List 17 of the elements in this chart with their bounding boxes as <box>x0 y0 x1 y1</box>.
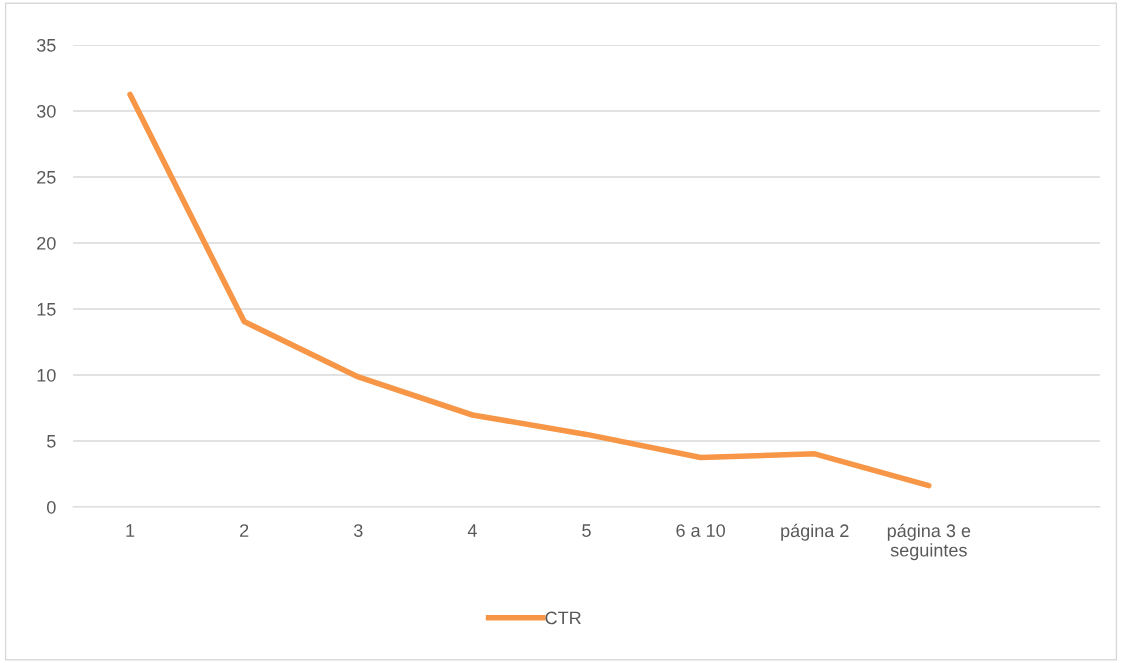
x-tick-label: 4 <box>467 524 477 537</box>
y-tick-label: 20 <box>37 236 56 250</box>
legend-label: CTR <box>545 611 581 625</box>
y-tick-label: 10 <box>37 368 56 382</box>
y-tick-label: 5 <box>47 435 56 448</box>
y-tick-label: 25 <box>37 170 56 184</box>
x-tick-label: página 3 e seguintes <box>887 523 971 561</box>
y-tick-label: 15 <box>37 303 56 316</box>
x-tick-label: 5 <box>582 524 591 537</box>
x-tick-label: 2 <box>240 524 249 537</box>
y-tick-label: 30 <box>36 104 56 118</box>
y-tick-label: 0 <box>47 500 56 514</box>
x-tick-label: 1 <box>126 524 135 537</box>
x-tick-label: 6 a 10 <box>676 524 726 537</box>
x-tick-label: 3 <box>353 524 363 537</box>
x-tick-label: página 2 <box>781 523 849 541</box>
y-tick-label: 35 <box>36 38 56 52</box>
